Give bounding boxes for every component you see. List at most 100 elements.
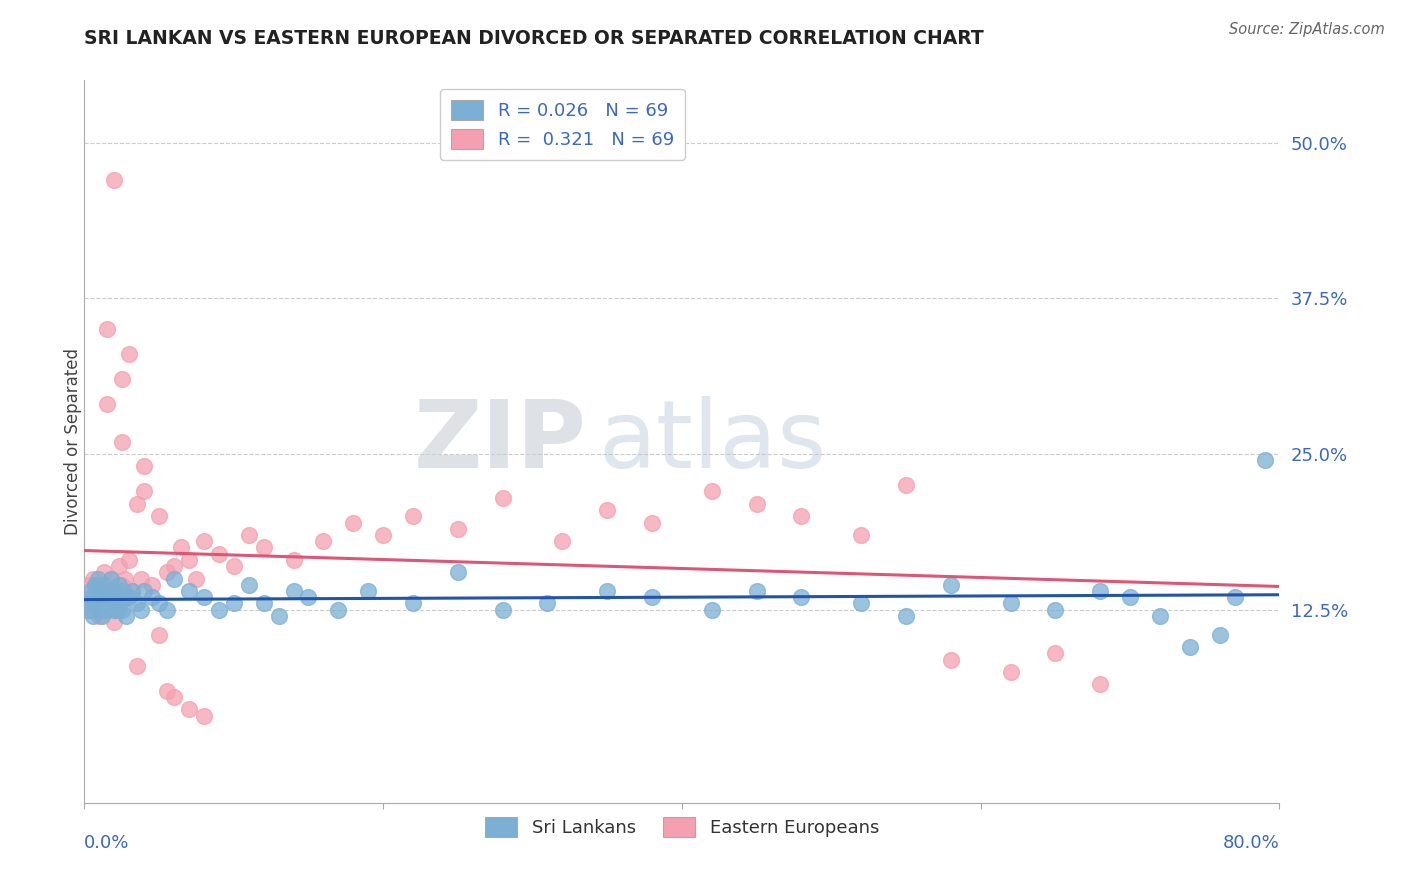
Point: [141, 591, 163, 605]
Point: [790, 509, 813, 524]
Point: [148, 597, 170, 611]
Point: [894, 478, 917, 492]
Point: [91, 597, 114, 611]
Point: [208, 603, 231, 617]
Point: [118, 553, 141, 567]
Legend: Sri Lankans, Eastern Europeans: Sri Lankans, Eastern Europeans: [478, 810, 886, 845]
Point: [155, 603, 177, 617]
Point: [283, 553, 305, 567]
Point: [115, 591, 138, 605]
Text: atlas: atlas: [599, 395, 827, 488]
Point: [103, 584, 125, 599]
Point: [177, 702, 200, 716]
Point: [238, 578, 260, 592]
Point: [100, 572, 122, 586]
Point: [402, 509, 425, 524]
Point: [851, 597, 873, 611]
Point: [1209, 627, 1232, 641]
Point: [193, 708, 215, 723]
Point: [98, 591, 121, 605]
Point: [110, 597, 132, 611]
Point: [132, 584, 156, 599]
Point: [100, 572, 122, 586]
Point: [82, 572, 104, 586]
Point: [121, 584, 143, 599]
Point: [104, 597, 127, 611]
Point: [700, 484, 723, 499]
Point: [357, 584, 380, 599]
Point: [283, 584, 305, 599]
Point: [115, 609, 138, 624]
Point: [86, 591, 108, 605]
Point: [89, 584, 111, 599]
Point: [312, 534, 335, 549]
Point: [155, 683, 177, 698]
Point: [596, 584, 619, 599]
Point: [267, 609, 290, 624]
Point: [132, 459, 156, 474]
Point: [111, 372, 134, 386]
Point: [1045, 646, 1067, 660]
Point: [253, 597, 276, 611]
Point: [86, 597, 108, 611]
Point: [79, 584, 101, 599]
Point: [193, 534, 215, 549]
Point: [111, 434, 134, 449]
Point: [121, 584, 143, 599]
Point: [105, 597, 128, 611]
Point: [82, 609, 104, 624]
Point: [118, 347, 141, 361]
Point: [90, 591, 112, 605]
Y-axis label: Divorced or Separated: Divorced or Separated: [65, 348, 82, 535]
Point: [125, 497, 148, 511]
Point: [155, 566, 177, 580]
Point: [89, 578, 111, 592]
Point: [342, 516, 364, 530]
Point: [492, 603, 515, 617]
Point: [148, 627, 170, 641]
Point: [103, 615, 125, 630]
Point: [125, 658, 148, 673]
Point: [89, 609, 111, 624]
Point: [1090, 677, 1112, 691]
Point: [939, 652, 962, 666]
Point: [118, 591, 141, 605]
Point: [1253, 453, 1275, 467]
Point: [107, 559, 129, 574]
Point: [596, 503, 619, 517]
Point: [80, 591, 103, 605]
Point: [103, 603, 125, 617]
Point: [851, 528, 873, 542]
Point: [163, 690, 186, 704]
Point: [447, 522, 470, 536]
Point: [700, 603, 723, 617]
Point: [80, 603, 103, 617]
Point: [1000, 597, 1022, 611]
Point: [222, 597, 245, 611]
Point: [103, 603, 125, 617]
Point: [253, 541, 276, 555]
Point: [94, 597, 117, 611]
Text: 0.0%: 0.0%: [84, 834, 129, 852]
Point: [163, 559, 186, 574]
Text: SRI LANKAN VS EASTERN EUROPEAN DIVORCED OR SEPARATED CORRELATION CHART: SRI LANKAN VS EASTERN EUROPEAN DIVORCED …: [84, 29, 984, 48]
Point: [551, 534, 574, 549]
Point: [170, 541, 193, 555]
Point: [238, 528, 260, 542]
Point: [141, 578, 163, 592]
Point: [105, 603, 128, 617]
Point: [1119, 591, 1142, 605]
Point: [114, 572, 136, 586]
Point: [177, 553, 200, 567]
Point: [193, 591, 215, 605]
Point: [96, 584, 118, 599]
Point: [93, 578, 115, 592]
Point: [103, 173, 125, 187]
Point: [112, 584, 135, 599]
Point: [129, 572, 152, 586]
Point: [373, 528, 395, 542]
Point: [894, 609, 917, 624]
Point: [125, 597, 148, 611]
Point: [1090, 584, 1112, 599]
Point: [641, 591, 664, 605]
